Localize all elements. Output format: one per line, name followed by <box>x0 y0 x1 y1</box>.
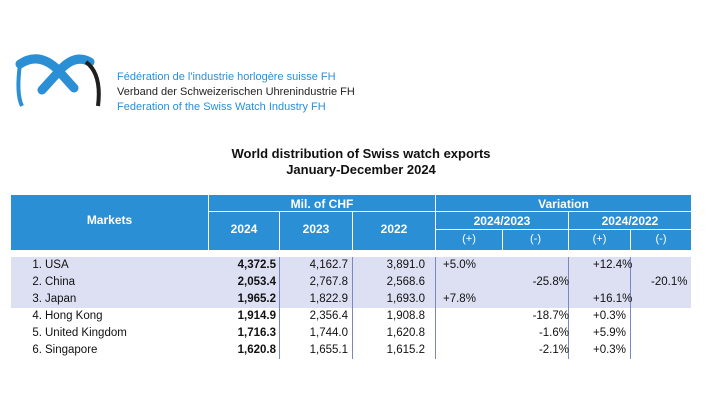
header-year-2022: 2022 <box>380 222 408 236</box>
header-year-2024: 2024 <box>230 222 258 236</box>
fh-logo-icon <box>15 54 101 107</box>
row-market: United Kingdom <box>45 327 127 339</box>
org-name-de: Verband der Schweizerischen Uhrenindustr… <box>117 86 355 98</box>
table-header: Markets Mil. of CHF Variation 2024 2023 … <box>11 195 691 250</box>
row-value-2023: 2,356.4 <box>309 310 348 322</box>
row-rank: 4. <box>32 310 42 322</box>
header-sign-plus-1: (+) <box>462 233 476 245</box>
row-value-2022: 1,908.8 <box>386 310 425 322</box>
title-line-2: January-December 2024 <box>286 162 436 177</box>
row-var-2022-plus: +0.3% <box>593 310 626 322</box>
row-var-2022-plus: +5.9% <box>593 327 626 339</box>
row-var-2022-minus: -20.1% <box>651 276 688 288</box>
header-sign-minus-2: (-) <box>655 233 667 245</box>
row-var-2022-plus: +12.4% <box>593 259 633 271</box>
row-var-2023-plus: +7.8% <box>443 293 476 305</box>
table-row: 1. USA 4,372.5 4,162.7 3,891.0 +5.0% +12… <box>11 257 691 274</box>
row-value-2024: 1,716.3 <box>237 327 276 339</box>
row-market: USA <box>45 259 69 271</box>
header-sign-plus-2: (+) <box>592 233 607 245</box>
table-row: 2. China 2,053.4 2,767.8 2,568.6 -25.8% … <box>11 274 691 291</box>
row-var-2023-minus: -1.6% <box>538 327 569 339</box>
table-row: 4. Hong Kong 1,914.9 2,356.4 1,908.8 -18… <box>11 308 691 325</box>
row-value-2023: 4,162.7 <box>309 259 348 271</box>
row-market: Hong Kong <box>45 310 103 322</box>
row-var-2023-minus: -2.1% <box>538 344 569 356</box>
row-value-2022: 1,620.8 <box>386 327 425 339</box>
row-value-2022: 3,891.0 <box>386 259 425 271</box>
header-period-2024-2023: 2024/2023 <box>473 214 531 228</box>
row-value-2024: 2,053.4 <box>237 276 276 288</box>
row-rank: 2. <box>32 276 42 288</box>
header-variation: Variation <box>538 197 589 211</box>
org-name-en: Federation of the Swiss Watch Industry F… <box>117 101 326 113</box>
row-market: Japan <box>45 293 77 305</box>
header-year-2023: 2023 <box>302 222 330 236</box>
table-row: 3. Japan 1,965.2 1,822.9 1,693.0 +7.8% +… <box>11 291 691 308</box>
header-period-2024-2022: 2024/2022 <box>601 214 659 228</box>
table-row: 5. United Kingdom 1,716.3 1,744.0 1,620.… <box>11 325 691 342</box>
row-value-2023: 1,744.0 <box>309 327 348 339</box>
row-var-2022-plus: +16.1% <box>593 293 633 305</box>
row-value-2023: 1,822.9 <box>309 293 348 305</box>
top-three-highlight <box>11 257 691 308</box>
row-rank: 3. <box>32 293 42 305</box>
row-rank: 5. <box>32 327 42 339</box>
row-value-2023: 1,655.1 <box>309 344 348 356</box>
row-value-2023: 2,767.8 <box>309 276 348 288</box>
row-var-2023-minus: -18.7% <box>532 310 569 322</box>
row-value-2024: 1,965.2 <box>237 293 276 305</box>
header-mil-chf: Mil. of CHF <box>290 197 354 211</box>
page-title: World distribution of Swiss watch export… <box>0 146 722 178</box>
row-rank: 1. <box>32 259 42 271</box>
title-line-1: World distribution of Swiss watch export… <box>231 146 491 161</box>
row-market: China <box>45 276 76 288</box>
header-markets: Markets <box>86 213 133 227</box>
row-var-2022-plus: +0.3% <box>593 344 626 356</box>
row-var-2023-minus: -25.8% <box>532 276 569 288</box>
organization-name: Fédération de l'industrie horlogère suis… <box>117 70 355 115</box>
row-value-2022: 2,568.6 <box>386 276 425 288</box>
row-value-2022: 1,615.2 <box>386 344 425 356</box>
row-value-2024: 1,620.8 <box>237 344 276 356</box>
header-sign-minus-1: (-) <box>530 233 541 245</box>
row-rank: 6. <box>32 344 42 356</box>
row-value-2024: 4,372.5 <box>237 259 276 271</box>
table-row: 6. Singapore 1,620.8 1,655.1 1,615.2 -2.… <box>11 342 691 359</box>
row-var-2023-plus: +5.0% <box>443 259 476 271</box>
org-name-fr: Fédération de l'industrie horlogère suis… <box>117 71 336 83</box>
row-value-2022: 1,693.0 <box>386 293 425 305</box>
row-market: Singapore <box>45 344 98 356</box>
row-value-2024: 1,914.9 <box>237 310 276 322</box>
